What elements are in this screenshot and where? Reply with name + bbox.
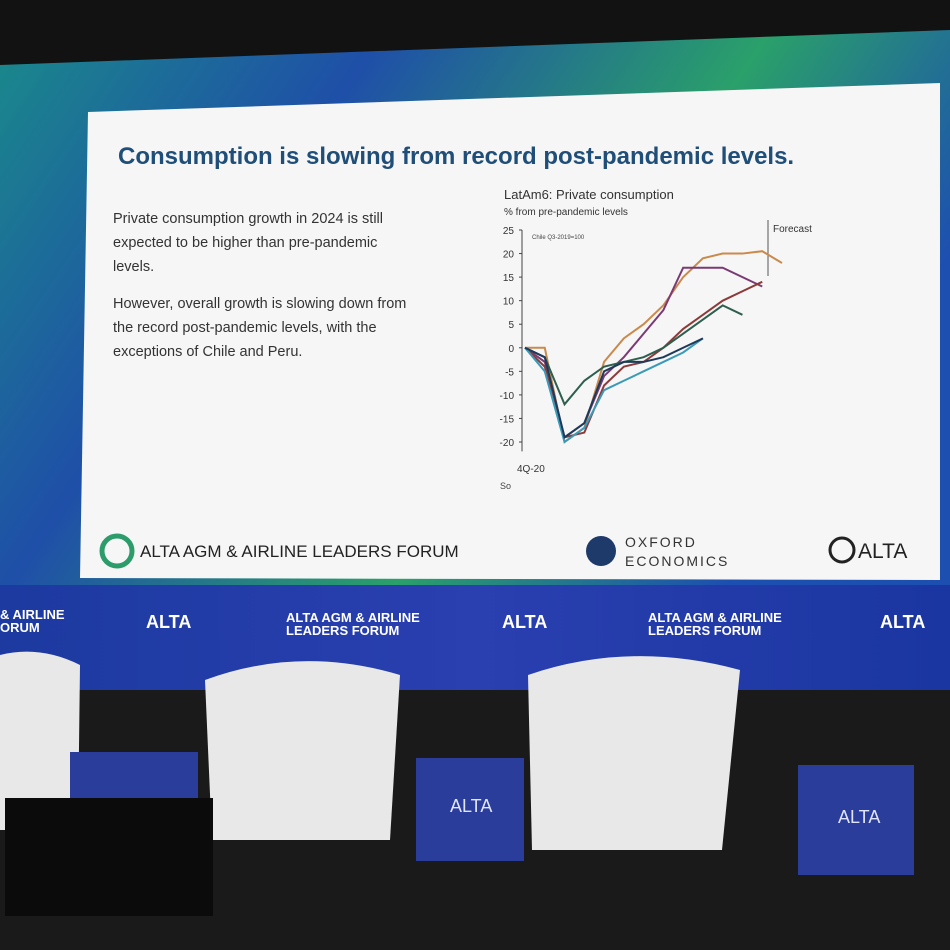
source: So bbox=[500, 481, 511, 491]
chart-subtitle: % from pre-pandemic levels bbox=[504, 207, 628, 218]
oxford-logo bbox=[586, 536, 616, 566]
banner-text: LEADERS FORUM bbox=[286, 623, 399, 638]
footer-forum: ALTA AGM & AIRLINE LEADERS FORUM bbox=[140, 542, 459, 561]
y-tick-label: -15 bbox=[500, 414, 515, 425]
x-tick-label: 4Q-20 bbox=[517, 464, 545, 475]
chart: LatAm6: Private consumption % from pre-pa… bbox=[500, 187, 813, 491]
chairs bbox=[0, 651, 740, 850]
y-tick-label: 20 bbox=[503, 250, 515, 261]
banner-text: & AIRLINE bbox=[0, 607, 65, 622]
slide bbox=[80, 83, 940, 580]
banner-text: ALTA AGM & AIRLINE bbox=[648, 610, 782, 625]
y-tick-label: 25 bbox=[503, 226, 515, 237]
banner-alta: ALTA bbox=[880, 612, 925, 632]
banner-text: ORUM bbox=[0, 620, 40, 635]
banner-text: LEADERS FORUM bbox=[648, 623, 761, 638]
y-tick-label: 0 bbox=[508, 344, 514, 355]
y-tick-label: 10 bbox=[503, 297, 515, 308]
y-tick-label: -5 bbox=[505, 367, 514, 378]
y-tick-label: 5 bbox=[508, 320, 514, 331]
paragraph: Private consumption growth in 2024 is st… bbox=[113, 211, 383, 275]
banner bbox=[0, 585, 950, 690]
slide-title: Consumption is slowing from record post-… bbox=[118, 143, 794, 170]
footer-oxford: ECONOMICS bbox=[625, 553, 729, 569]
box-alta: ALTA bbox=[450, 796, 492, 816]
series-line bbox=[524, 304, 743, 407]
paragraph: However, overall growth is slowing down … bbox=[113, 296, 407, 360]
annotation: Chile Q3-2019=100 bbox=[532, 235, 585, 241]
y-tick-label: -10 bbox=[500, 391, 515, 402]
boxes: ALTA ALTA bbox=[5, 752, 914, 916]
forum-logo bbox=[99, 533, 135, 569]
y-tick-label: -20 bbox=[500, 438, 515, 449]
chart-title: LatAm6: Private consumption bbox=[504, 187, 674, 202]
footer-oxford: OXFORD bbox=[625, 534, 697, 550]
box-alta: ALTA bbox=[838, 807, 880, 827]
series-line bbox=[524, 337, 704, 439]
banner-alta: ALTA bbox=[146, 612, 191, 632]
footer-alta: ALTA bbox=[858, 540, 907, 563]
annotation: Forecast bbox=[773, 224, 812, 235]
banner-text: ALTA AGM & AIRLINE bbox=[286, 610, 420, 625]
alta-logo bbox=[828, 536, 856, 564]
series-line bbox=[524, 337, 704, 444]
banner-alta: ALTA bbox=[502, 612, 547, 632]
y-tick-label: 15 bbox=[503, 273, 515, 284]
